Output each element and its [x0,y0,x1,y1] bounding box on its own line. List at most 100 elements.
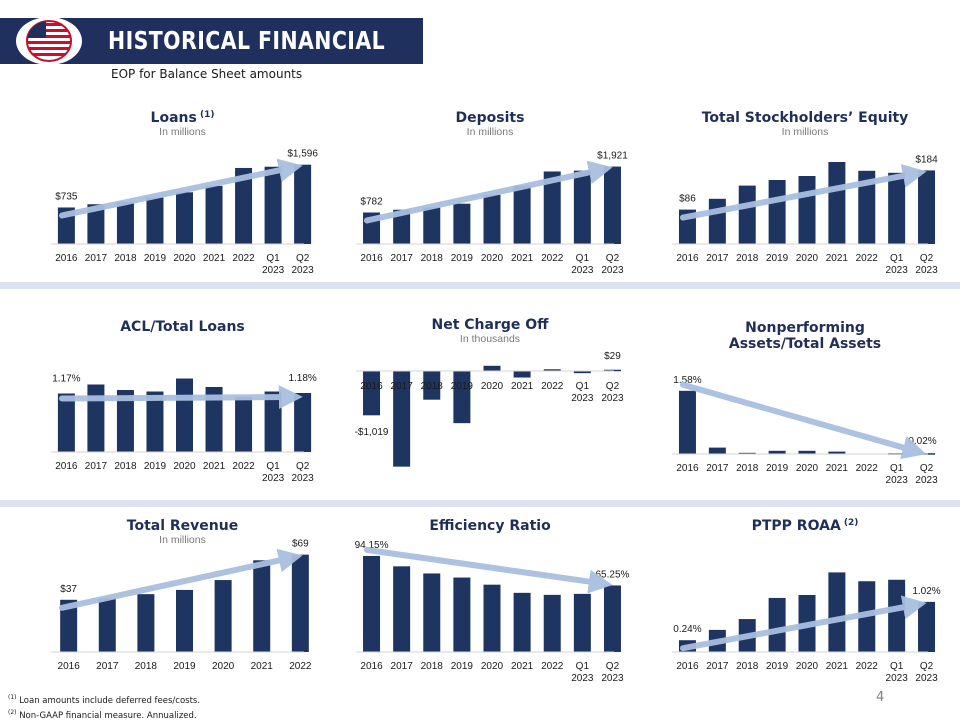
bar [603,585,621,652]
data-label: $1,921 [597,151,628,162]
x-tick-label: 2017 [391,381,414,392]
bar [423,573,441,652]
x-tick-label: 2021 [203,461,226,472]
bar [828,451,846,454]
page-number: 4 [876,690,885,705]
x-tick-label: 2020 [173,461,196,472]
x-tick-label-part: Q2 [920,253,934,264]
bar [423,371,441,400]
x-tick-label: Q2 2023 [291,461,314,484]
x-tick-label: 2019 [766,661,789,672]
bar [483,365,501,371]
x-tick-label: 2021 [511,253,534,264]
bar [87,204,105,244]
x-tick-label-part: 2023 [262,265,285,276]
x-tick-label-part: 2023 [571,673,594,684]
chart-title: Total Stockholders’ Equity [702,110,909,126]
x-tick-label: 2018 [135,661,158,672]
x-tick-label: 2018 [114,461,137,472]
x-tick-label: 2017 [85,253,108,264]
bar [291,554,309,652]
x-tick-label: 2019 [766,253,789,264]
bar [214,580,232,652]
bar [205,387,223,452]
x-tick-label: Q1 2023 [571,253,594,276]
x-tick-label-part: 2023 [601,393,624,404]
bar [98,598,116,652]
chart-title: Efficiency Ratio [429,518,551,534]
x-tick-label-part: 2023 [601,673,624,684]
chart-title: Nonperforming [745,320,865,336]
x-tick-label: 2021 [826,253,849,264]
x-tick-label: 2016 [55,253,78,264]
x-tick-label-part: Q2 [296,253,310,264]
x-tick-label: 2016 [676,253,699,264]
x-tick-label: 2021 [511,381,534,392]
bar [264,166,282,244]
x-tick-label: 2016 [676,463,699,474]
company-logo [16,17,82,65]
x-tick-label: 2017 [706,661,729,672]
x-tick-label-part: 2023 [886,265,909,276]
x-tick-label: 2022 [541,253,564,264]
bar [294,164,312,244]
chart-title-superscript: (2) [841,518,859,528]
page-subtitle: EOP for Balance Sheet amounts [111,67,303,81]
bar [768,180,786,244]
bar [708,447,726,454]
x-tick-label: Q1 2023 [886,463,909,486]
x-tick-label-part: 2023 [915,265,938,276]
x-tick-label-part: 2023 [262,473,285,484]
x-tick-label: 2021 [826,661,849,672]
data-label: $37 [60,584,77,595]
x-tick-label: 2022 [289,661,312,672]
bar [543,594,561,652]
bar [513,371,531,378]
data-label: 65.25% [596,569,630,580]
bar [264,391,282,452]
x-tick-label-part: Q2 [606,661,620,672]
bar [768,597,786,652]
x-tick-label-part: Q1 [890,253,904,264]
chart-title-text: PTPP ROAA [752,518,841,534]
bar [423,207,441,244]
x-tick-label-part: 2023 [291,473,314,484]
bar [768,450,786,454]
x-tick-label: Q1 2023 [262,253,285,276]
x-tick-label: 2021 [511,661,534,672]
data-label: $782 [360,196,383,207]
bar [453,577,471,652]
x-tick-label-part: 2023 [571,393,594,404]
data-label: 0.02% [908,436,936,447]
data-label: 1.58% [673,375,701,386]
bar [573,371,591,374]
x-tick-label: 2016 [360,253,383,264]
x-tick-label: 2019 [451,381,474,392]
bar [393,209,411,244]
x-tick-label: 2022 [232,461,255,472]
data-label: 1.18% [288,373,316,384]
bar [543,171,561,244]
x-tick-label: 2016 [676,661,699,672]
chart-title: Deposits [456,110,525,126]
chart-title: Net Charge Off [431,317,549,333]
x-tick-label-part: Q2 [920,463,934,474]
x-tick-label-part: 2023 [291,265,314,276]
bar [235,397,253,452]
x-tick-label: 2020 [481,661,504,672]
data-label: 1.02% [912,586,940,597]
x-tick-label: 2020 [796,661,819,672]
x-tick-label: 2022 [856,661,879,672]
x-tick-label: 2019 [451,253,474,264]
bar [603,166,621,244]
x-tick-label-part: 2023 [886,475,909,486]
bar [738,185,756,244]
trend-arrow [59,385,303,410]
trend-arrow [680,164,927,221]
x-tick-label: 2021 [826,463,849,474]
trend-arrow [680,595,927,652]
x-tick-label: Q1 2023 [571,661,594,684]
x-tick-label: 2021 [203,253,226,264]
chart-title: ACL/Total Loans [120,319,245,335]
bar [393,566,411,652]
